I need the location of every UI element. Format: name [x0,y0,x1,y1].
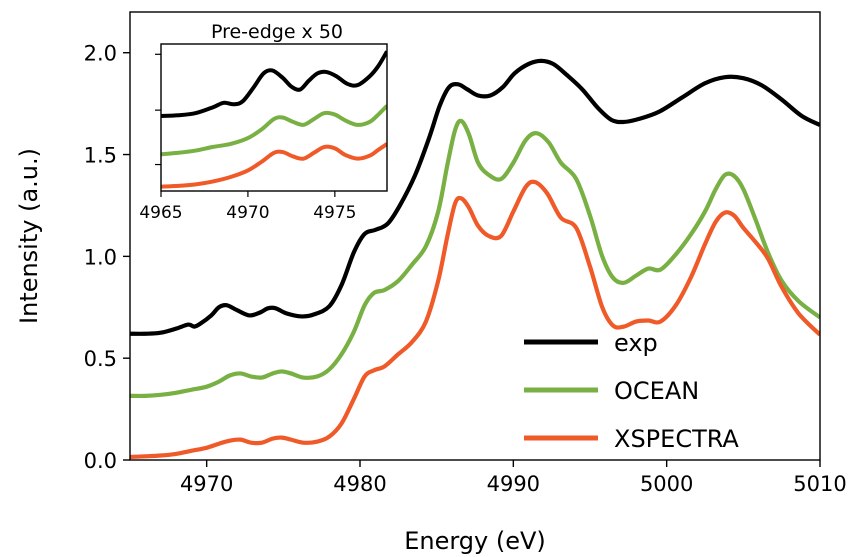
inset-x-tick-label: 4975 [313,203,356,223]
inset-title: Pre-edge x 50 [211,21,343,43]
x-axis-label: Energy (eV) [404,527,546,555]
legend-label-exp: exp [614,329,658,357]
series-line-exp [130,58,820,336]
inset-series-line-xspectra [161,142,387,189]
y-tick-label: 0.0 [84,449,117,473]
series-line-ocean [130,118,820,399]
y-tick-label: 1.5 [84,144,117,168]
y-tick-label: 1.0 [84,245,117,269]
y-tick-label: 2.0 [84,42,117,66]
y-axis-label: Intensity (a.u.) [15,148,43,324]
main-plot-lines [130,58,820,460]
inset-x-tick-label: 4965 [139,203,182,223]
inset-axes: 4965 4970 4975 [139,53,356,223]
main-axes: 4970 4980 4990 5000 5010 0.0 0.5 1.0 1.5 2.0 [84,42,847,496]
legend: exp OCEAN XSPECTRA [524,329,739,453]
x-tick-label: 5000 [640,472,693,496]
inset-plot-lines [161,50,387,189]
x-tick-label: 4990 [487,472,540,496]
x-tick-label: 4980 [333,472,386,496]
series-line-xspectra [130,179,820,460]
y-tick-label: 0.5 [84,347,117,371]
legend-label-ocean: OCEAN [614,377,699,405]
inset-series-line-ocean [161,104,387,157]
legend-label-xspectra: XSPECTRA [614,425,739,453]
inset-series-line-exp [161,50,387,119]
inset-x-tick-label: 4970 [226,203,269,223]
main-plot-frame [129,11,821,461]
x-tick-label: 4970 [180,472,233,496]
inset-plot-frame [160,43,388,192]
x-tick-label: 5010 [793,472,846,496]
